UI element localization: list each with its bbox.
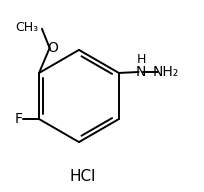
Text: N: N bbox=[136, 65, 146, 79]
Text: O: O bbox=[48, 41, 59, 55]
Text: F: F bbox=[15, 112, 23, 126]
Text: CH₃: CH₃ bbox=[15, 21, 38, 34]
Text: NH₂: NH₂ bbox=[153, 65, 179, 79]
Text: H: H bbox=[137, 53, 147, 66]
Text: HCl: HCl bbox=[70, 169, 96, 184]
